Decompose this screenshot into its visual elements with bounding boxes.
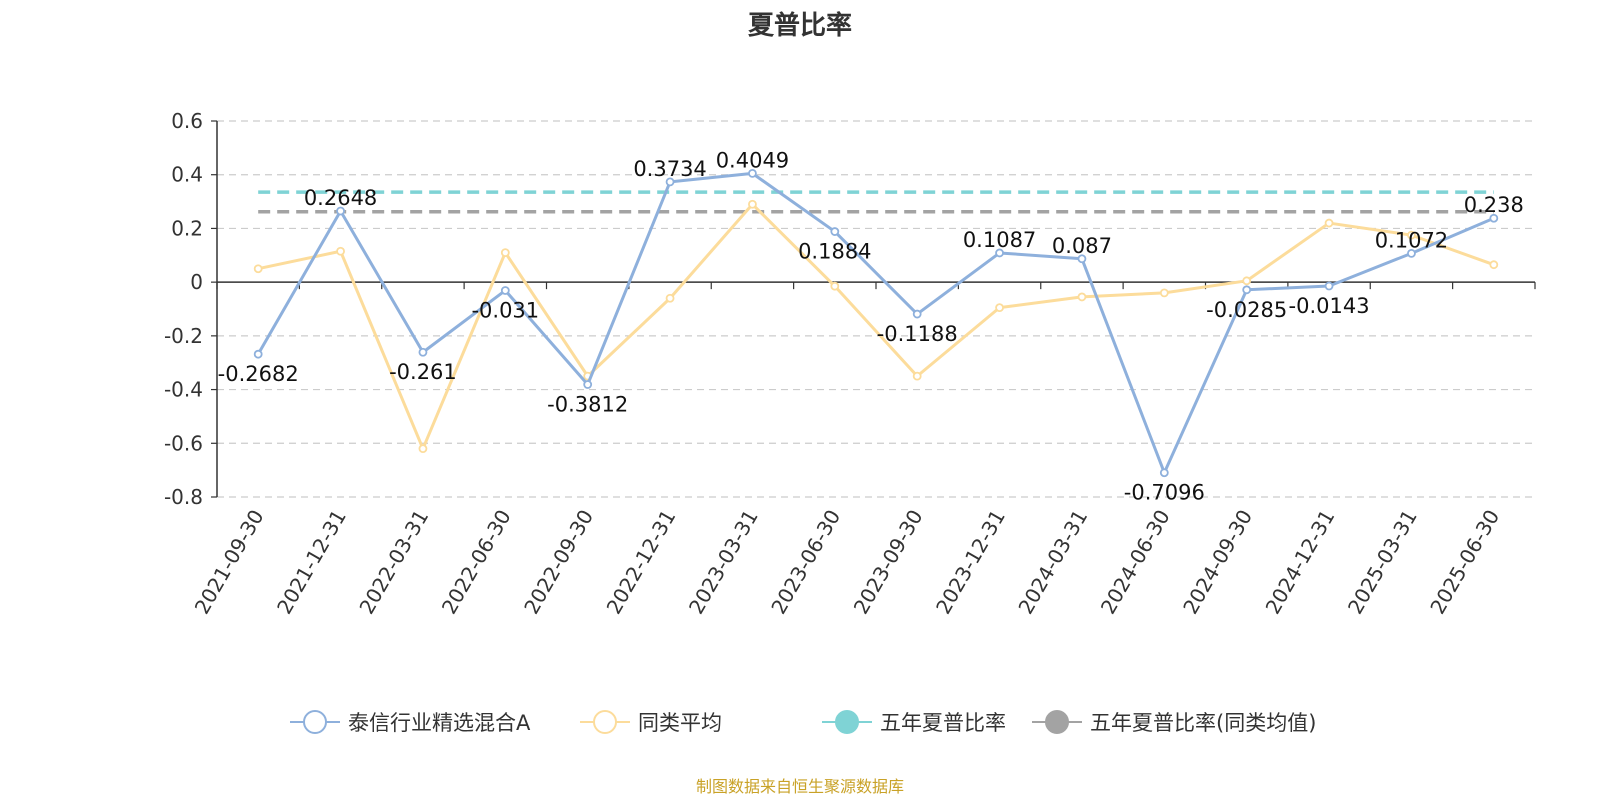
data-label: -0.0285 bbox=[1206, 298, 1287, 322]
series-point bbox=[1407, 248, 1416, 258]
x-tick-label: 2024-12-31 bbox=[1260, 506, 1339, 619]
series-point bbox=[583, 380, 593, 389]
data-label: -0.2682 bbox=[218, 362, 299, 386]
series-point bbox=[665, 177, 675, 187]
series-point bbox=[336, 206, 345, 216]
series-point bbox=[1159, 288, 1169, 298]
legend-marker-icon bbox=[835, 710, 859, 734]
series-point bbox=[748, 199, 757, 209]
x-tick-label: 2024-06-30 bbox=[1096, 506, 1175, 619]
y-tick-label: -0.8 bbox=[164, 485, 203, 509]
legend-marker-icon bbox=[303, 710, 327, 734]
series-point bbox=[1324, 281, 1334, 291]
x-tick-label: 2021-09-30 bbox=[190, 506, 269, 619]
series-point bbox=[748, 168, 757, 178]
series-line bbox=[256, 171, 1495, 475]
x-tick-label: 2021-12-31 bbox=[272, 506, 351, 619]
chart-title: 夏普比率 bbox=[748, 10, 852, 41]
x-tick-label: 2022-12-31 bbox=[601, 506, 680, 619]
series-point bbox=[1242, 285, 1252, 295]
y-tick-label: 0 bbox=[190, 270, 203, 294]
legend-item[interactable]: 五年夏普比率 bbox=[822, 710, 1006, 735]
x-tick-label: 2023-12-31 bbox=[931, 506, 1010, 619]
data-label: -0.7096 bbox=[1124, 481, 1205, 505]
x-tick-label: 2023-06-30 bbox=[766, 506, 845, 619]
legend[interactable]: 泰信行业精选混合A 同类平均 五年夏普比率 五年夏普比率(同类均值) bbox=[290, 710, 1316, 735]
data-label: -0.3812 bbox=[547, 393, 628, 417]
data-source-note: 制图数据来自恒生聚源数据库 bbox=[696, 777, 904, 796]
series-point bbox=[500, 286, 510, 295]
series-point bbox=[418, 347, 428, 357]
legend-item[interactable]: 五年夏普比率(同类均值) bbox=[1032, 710, 1316, 735]
series-point bbox=[1077, 254, 1087, 264]
y-tick-label: 0.4 bbox=[171, 163, 203, 187]
data-label: -0.261 bbox=[389, 360, 457, 384]
series-line bbox=[257, 202, 1495, 451]
data-label: 0.4049 bbox=[716, 148, 789, 172]
series-point bbox=[912, 371, 922, 381]
legend-label: 泰信行业精选混合A bbox=[348, 711, 531, 735]
data-label: 0.2648 bbox=[304, 186, 377, 210]
series-point bbox=[995, 248, 1004, 258]
x-tick-label: 2023-09-30 bbox=[849, 506, 928, 619]
x-tick-label: 2022-06-30 bbox=[437, 506, 516, 619]
legend-label: 五年夏普比率 bbox=[880, 711, 1006, 735]
series-point bbox=[995, 303, 1004, 313]
series-point bbox=[336, 246, 345, 256]
y-tick-label: 0.2 bbox=[171, 216, 203, 240]
grid-lines bbox=[217, 120, 1535, 498]
series-point bbox=[253, 349, 263, 359]
data-labels: -0.2682 0.2648 -0.261 -0.031 -0.3812 0.3734 0.… bbox=[218, 148, 1524, 504]
reference-lines bbox=[258, 190, 1494, 214]
legend-marker-icon bbox=[593, 710, 617, 734]
y-tick-label: -0.4 bbox=[164, 378, 203, 402]
x-tick-label: 2022-03-31 bbox=[354, 506, 433, 619]
series-point bbox=[830, 227, 840, 236]
legend-label: 五年夏普比率(同类均值) bbox=[1090, 711, 1316, 735]
series-lines bbox=[253, 168, 1499, 478]
data-label: 0.1072 bbox=[1375, 228, 1448, 252]
x-tick-label: 2022-09-30 bbox=[519, 506, 598, 619]
series-point bbox=[1407, 230, 1416, 240]
legend-marker-icon bbox=[1045, 710, 1069, 734]
data-label: 0.238 bbox=[1464, 193, 1524, 217]
legend-item[interactable]: 同类平均 bbox=[580, 710, 722, 735]
series-point bbox=[665, 293, 675, 303]
data-label: -0.031 bbox=[471, 298, 539, 322]
series-point bbox=[1324, 218, 1334, 228]
x-tick-label: 2025-03-31 bbox=[1343, 506, 1422, 619]
x-tick-label: 2023-03-31 bbox=[684, 506, 763, 619]
series-point bbox=[418, 444, 428, 454]
series-point bbox=[253, 264, 263, 274]
y-tick-label: 0.6 bbox=[171, 109, 203, 133]
x-tick-label: 2024-03-31 bbox=[1013, 506, 1092, 619]
data-label: -0.0143 bbox=[1289, 294, 1370, 318]
series-point bbox=[912, 309, 922, 319]
data-label: 0.3734 bbox=[633, 157, 706, 181]
series-point bbox=[1159, 468, 1169, 478]
series-point bbox=[500, 248, 510, 258]
series-point bbox=[1242, 276, 1252, 286]
series-point bbox=[1489, 260, 1499, 270]
series-point bbox=[1077, 292, 1087, 302]
data-label: 0.1087 bbox=[963, 228, 1036, 252]
x-tick-label: 2024-09-30 bbox=[1178, 506, 1257, 619]
x-tick-label: 2025-06-30 bbox=[1425, 506, 1504, 619]
legend-item[interactable]: 泰信行业精选混合A bbox=[290, 710, 531, 735]
y-tick-label: -0.2 bbox=[164, 324, 203, 348]
legend-label: 同类平均 bbox=[638, 711, 722, 735]
data-label: 0.1884 bbox=[798, 240, 871, 264]
y-tick-label: -0.6 bbox=[164, 431, 203, 455]
data-label: 0.087 bbox=[1052, 234, 1112, 258]
series-point bbox=[830, 281, 840, 291]
data-label: -0.1188 bbox=[877, 322, 958, 346]
series-point bbox=[1489, 213, 1499, 223]
